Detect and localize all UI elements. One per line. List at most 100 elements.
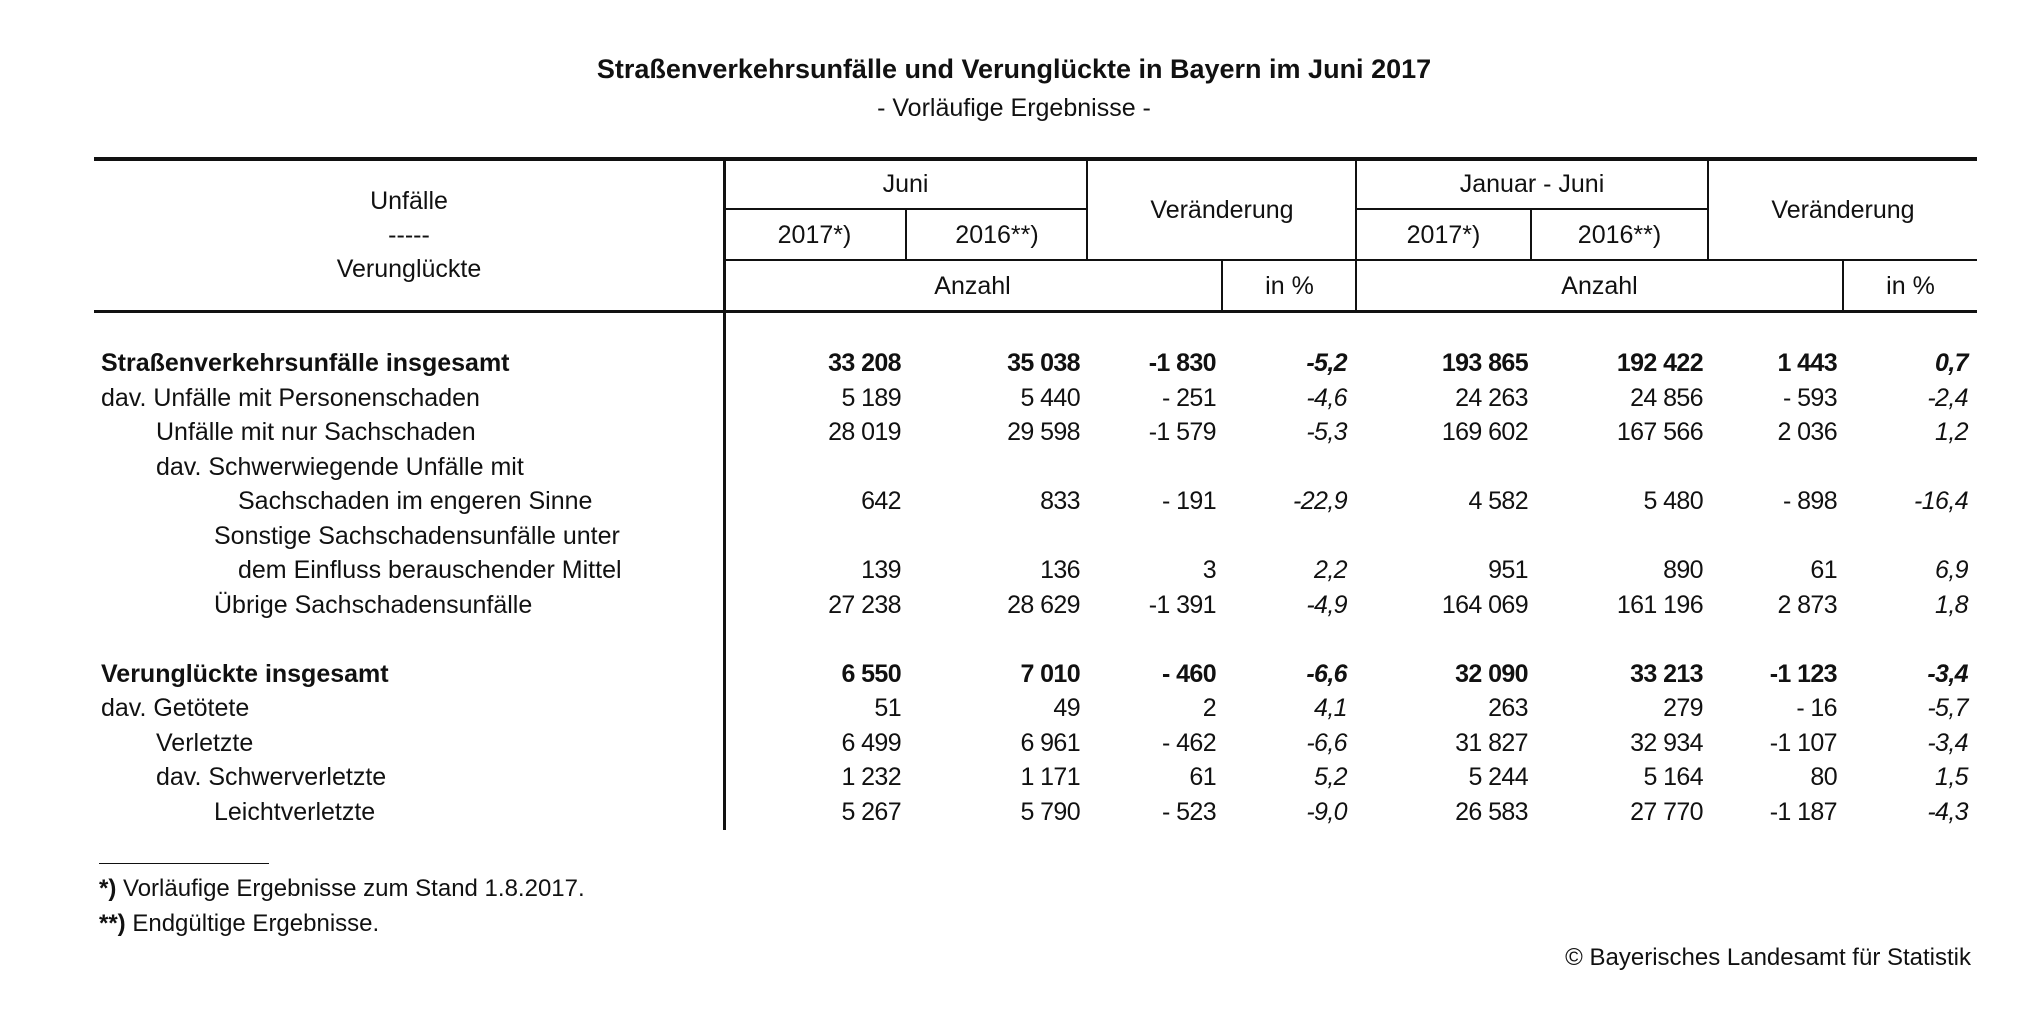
table-cell: 1 171 xyxy=(1020,763,1080,791)
table-cell: -4,3 xyxy=(1927,797,1968,826)
header-veraenderung: Veränderung xyxy=(1771,195,1915,224)
row-label: Sonstige Sachschadensunfälle unter xyxy=(214,521,620,550)
table-cell: -16,4 xyxy=(1914,487,1969,515)
rule xyxy=(1530,209,1532,260)
rule xyxy=(905,209,907,260)
footnote: *) Vorläufige Ergebnisse zum Stand 1.8.2… xyxy=(99,875,585,903)
footnote-text: Vorläufige Ergebnisse zum Stand 1.8.2017… xyxy=(116,875,585,902)
table-cell: -1 187 xyxy=(1769,797,1838,826)
table-cell: 1,5 xyxy=(1935,763,1969,791)
rule xyxy=(1842,260,1844,311)
table-cell: 35 038 xyxy=(1007,349,1080,377)
table-cell: 890 xyxy=(1663,556,1704,584)
table-cell: 26 583 xyxy=(1455,797,1528,826)
table-cell: 136 xyxy=(1040,556,1081,584)
table-cell: 28 019 xyxy=(828,418,901,446)
table-cell: 32 090 xyxy=(1455,659,1528,688)
header-juni: Juni xyxy=(882,169,929,198)
footnote-mark: *) xyxy=(99,875,117,902)
header-in-percent: in % xyxy=(1265,271,1314,300)
header-bottom-rule xyxy=(94,310,1977,313)
rule xyxy=(1707,159,1709,260)
rule xyxy=(1086,159,1088,260)
table-cell: - 593 xyxy=(1783,383,1838,412)
table-cell: 1,8 xyxy=(1935,590,1969,619)
page-subtitle: - Vorläufige Ergebnisse - xyxy=(877,94,1151,122)
rule xyxy=(724,259,1977,261)
table-cell: -1 123 xyxy=(1769,659,1838,688)
page-title: Straßenverkehrsunfälle und Verunglückte … xyxy=(596,54,1432,84)
table-cell: -1 830 xyxy=(1148,349,1217,377)
table-cell: -22,9 xyxy=(1293,487,1348,515)
table-cell: - 462 xyxy=(1162,728,1217,757)
table-cell: 6 499 xyxy=(841,728,901,757)
row-label: Übrige Sachschadensunfälle xyxy=(214,590,533,619)
row-label: dav. Schwerverletzte xyxy=(156,763,387,791)
table-cell: 167 566 xyxy=(1616,418,1704,446)
header-2017: 2017*) xyxy=(1406,220,1481,249)
table-cell: 263 xyxy=(1488,694,1529,722)
table-cell: 161 196 xyxy=(1616,590,1704,619)
table-cell: - 251 xyxy=(1162,383,1217,412)
table-cell: 28 629 xyxy=(1007,590,1080,619)
table-cell: 5 189 xyxy=(841,383,901,412)
stub-header: Unfälle ----- Verunglückte xyxy=(94,170,724,300)
table-cell: 951 xyxy=(1488,556,1529,584)
row-label: dav. Schwerwiegende Unfälle mit xyxy=(156,452,524,481)
row-label: dav. Unfälle mit Personenschaden xyxy=(101,383,480,412)
table-cell: 193 865 xyxy=(1441,349,1529,377)
table-cell: 5 440 xyxy=(1020,383,1080,412)
row-label: Verletzte xyxy=(156,728,254,757)
table-cell: -6,6 xyxy=(1306,659,1347,688)
table-cell: 833 xyxy=(1040,487,1081,515)
table-cell: 51 xyxy=(874,694,901,722)
table-cell: 6,9 xyxy=(1935,556,1969,584)
stub-header-line: Verunglückte xyxy=(336,255,482,283)
table-cell: 27 238 xyxy=(828,590,901,619)
table-cell: 5 164 xyxy=(1643,763,1703,791)
table-cell: 33 213 xyxy=(1630,659,1703,688)
table-cell: - 191 xyxy=(1162,487,1217,515)
row-label: dav. Getötete xyxy=(101,694,250,722)
row-label: Leichtverletzte xyxy=(214,797,376,826)
row-label: Straßenverkehrsunfälle insgesamt xyxy=(101,349,510,377)
table-cell: - 460 xyxy=(1162,659,1217,688)
table-cell: 2 873 xyxy=(1777,590,1837,619)
table-cell: -9,0 xyxy=(1306,797,1347,826)
row-label: Verunglückte insgesamt xyxy=(101,659,389,688)
table-cell: -4,9 xyxy=(1306,590,1347,619)
stub-header-line: Unfälle xyxy=(370,187,448,215)
table-cell: 4 582 xyxy=(1468,487,1528,515)
table-cell: 164 069 xyxy=(1441,590,1529,619)
copyright: © Bayerisches Landesamt für Statistik xyxy=(1565,944,1971,971)
table-cell: -5,3 xyxy=(1306,418,1347,446)
table-cell: 5 267 xyxy=(841,797,901,826)
table-cell: -5,2 xyxy=(1306,349,1347,377)
header-januar-juni: Januar - Juni xyxy=(1459,169,1605,198)
table-cell: 1 443 xyxy=(1777,349,1837,377)
stub-header-line: ----- xyxy=(388,221,430,249)
table-cell: -6,6 xyxy=(1306,728,1347,757)
table-cell: 642 xyxy=(861,487,902,515)
table-cell: 139 xyxy=(861,556,902,584)
table-cell: 24 263 xyxy=(1455,383,1528,412)
table-cell: 169 602 xyxy=(1441,418,1529,446)
table-cell: 33 208 xyxy=(828,349,901,377)
header-2016: 2016**) xyxy=(955,220,1039,249)
table-cell: 5,2 xyxy=(1314,763,1348,791)
table-cell: 61 xyxy=(1189,763,1216,791)
row-label: dem Einfluss berauschender Mittel xyxy=(238,556,622,584)
table-cell: 80 xyxy=(1810,763,1837,791)
table-cell: 3 xyxy=(1202,556,1217,584)
row-label: Sachschaden im engeren Sinne xyxy=(238,487,593,515)
table-cell: -2,4 xyxy=(1927,383,1968,412)
rule xyxy=(1355,159,1357,311)
table-cell: 7 010 xyxy=(1020,659,1080,688)
table-cell: 5 480 xyxy=(1643,487,1703,515)
table-cell: 24 856 xyxy=(1630,383,1703,412)
table-cell: 5 790 xyxy=(1020,797,1080,826)
header-in-percent: in % xyxy=(1886,271,1935,300)
table-cell: 1,2 xyxy=(1935,418,1969,446)
table-cell: - 898 xyxy=(1783,487,1838,515)
row-label: Unfälle mit nur Sachschaden xyxy=(156,418,476,446)
